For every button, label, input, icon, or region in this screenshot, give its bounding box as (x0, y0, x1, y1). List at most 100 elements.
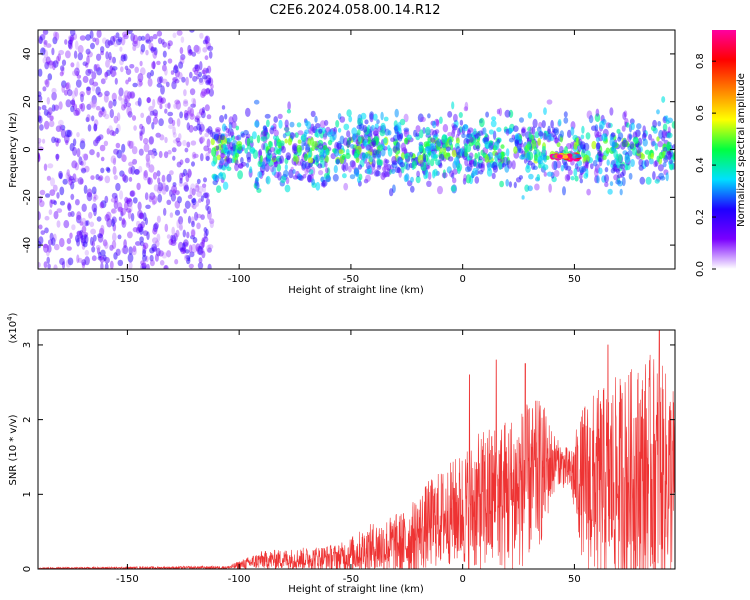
spectrogram-cell (95, 86, 101, 96)
spectrogram-cell (86, 103, 92, 110)
spectrogram-cell (617, 173, 622, 179)
spectrogram-cell (48, 59, 54, 69)
spectrogram-cell (261, 143, 266, 151)
spectrogram-cell (162, 50, 167, 58)
spectrogram-cell (259, 155, 263, 163)
spectrogram-cell (141, 125, 145, 135)
spectrogram-cell (628, 133, 633, 141)
spectrogram-cell (344, 162, 349, 172)
spectrogram-cell (437, 185, 443, 195)
spectrogram-cell (132, 197, 138, 204)
spectrogram-cell (174, 209, 181, 216)
spectrogram-cell (645, 176, 652, 185)
spectrogram-cell (241, 144, 246, 150)
spectrogram-cell (103, 254, 107, 262)
spectrogram-cell (533, 146, 538, 152)
spectrogram-cell (240, 133, 246, 138)
spectrogram-cell (390, 137, 396, 142)
spectrogram-cell (59, 71, 64, 77)
spectrogram-cell (172, 139, 179, 144)
spectrogram-cell (327, 139, 333, 146)
spectrogram-cell (369, 111, 375, 120)
spectrogram-cell (51, 87, 57, 94)
spectrogram-cell (264, 163, 270, 172)
spectrogram-cell (111, 192, 118, 199)
spectrogram-cell (223, 158, 229, 167)
spectrogram-cell (150, 69, 155, 77)
snr-panel: -150 -100 -50 0 50 0 1 2 3 Height of straight l… (6, 312, 676, 595)
spectrogram-cell (211, 160, 216, 167)
spectrogram-cell (104, 71, 109, 78)
spectrogram-cell (106, 69, 111, 77)
spectrogram-cell (167, 58, 173, 64)
spectrogram-cell (601, 133, 607, 142)
spectrogram-cell (95, 245, 101, 250)
spectrogram-cell (198, 71, 203, 78)
spectrogram-cell (368, 155, 374, 163)
spectrogram-cell (372, 140, 377, 148)
spectrogram-cell (156, 215, 161, 223)
spectrogram-cell (175, 100, 181, 110)
spectrogram-cell (166, 199, 172, 205)
spectrogram-cell (322, 145, 328, 150)
spectrogram-cell (111, 66, 118, 71)
spectrogram-cell (373, 113, 378, 121)
spectrogram-cell (286, 109, 291, 114)
spectrogram-cell (335, 158, 340, 165)
spectrogram-cell (202, 185, 207, 193)
spectrogram-cell (103, 140, 109, 147)
spectrogram-cell (226, 156, 231, 165)
spectrogram-cell (171, 234, 177, 244)
spectrogram-cell (164, 265, 168, 269)
spectrogram-cell (529, 126, 534, 135)
spectrogram-cell (181, 76, 186, 83)
spectrogram-cell (50, 177, 55, 187)
spectrogram-cell (139, 236, 144, 243)
spectrogram-cell (179, 247, 184, 253)
spectrogram-cell (151, 151, 156, 159)
spectrogram-cell (115, 142, 121, 149)
spectrogram-cell (333, 165, 338, 174)
spectrogram-cell (203, 227, 208, 233)
spectrogram-cell (93, 194, 99, 201)
spectrogram-cell (137, 223, 143, 233)
spectrogram-cell (80, 102, 86, 112)
spectrogram-cell (91, 186, 97, 195)
spectrogram-cell (96, 53, 102, 61)
spectrogram-cell (339, 116, 346, 123)
spectrogram-cell (294, 132, 299, 138)
spectrogram-cell (127, 111, 133, 118)
spectrogram-cell (61, 80, 67, 88)
spectrogram-cell (177, 196, 182, 204)
spectrogram-cell (184, 200, 191, 209)
spectrogram-cell (207, 210, 212, 220)
spectrogram-cell (642, 132, 647, 138)
spectrogram-cell (482, 127, 487, 135)
spectrogram-cell (207, 126, 213, 135)
spectrogram-cell (213, 134, 220, 141)
spectrogram-cell (534, 131, 540, 139)
spectrogram-cell (380, 172, 386, 181)
spectrogram-cell (332, 131, 337, 141)
spectrogram-cell (92, 37, 97, 43)
spectrogram-cell (85, 48, 91, 55)
spectrogram-cell (79, 35, 86, 41)
spectrogram-cell (166, 234, 171, 239)
spectrogram-cell (113, 252, 118, 260)
spectrogram-cell (192, 153, 199, 159)
spectrogram-cell (79, 221, 84, 226)
spectrogram-cell (38, 94, 43, 102)
spectrogram-cell (52, 184, 58, 192)
spectrogram-cell (82, 75, 89, 83)
spectrogram-cell (112, 71, 117, 77)
spectrogram-cell (492, 165, 498, 173)
spectrogram-cell (521, 126, 527, 133)
spectrogram-cell (113, 148, 119, 155)
spectrogram-cell (43, 261, 48, 269)
spectrogram-cell (167, 111, 174, 117)
spectrogram-cell (315, 154, 320, 163)
spectrogram-cell (191, 161, 195, 167)
spectrogram-cell (432, 135, 438, 140)
spectrogram-cell (39, 124, 44, 131)
spectrogram-cell (49, 232, 54, 241)
